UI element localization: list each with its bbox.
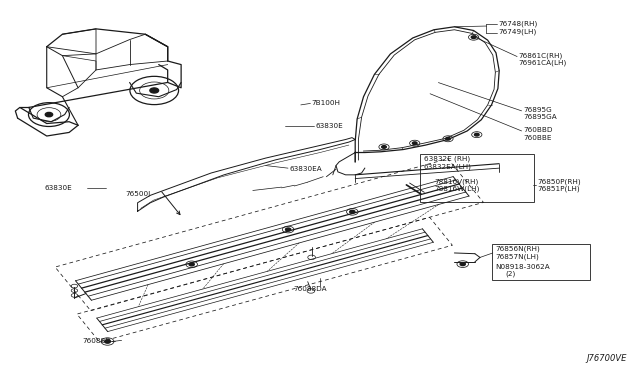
Text: 63830E: 63830E — [316, 124, 343, 129]
Text: 63830E: 63830E — [45, 185, 72, 191]
Text: 76895GA: 76895GA — [524, 114, 557, 120]
Text: 760BBE: 760BBE — [524, 135, 552, 141]
Text: 76895G: 76895G — [524, 107, 552, 113]
Text: 7B100H: 7B100H — [312, 100, 340, 106]
Circle shape — [150, 88, 159, 93]
Circle shape — [381, 145, 387, 148]
Text: 63832EA(LH): 63832EA(LH) — [424, 163, 472, 170]
Text: 76748(RH): 76748(RH) — [498, 21, 537, 28]
Text: N08918-3062A: N08918-3062A — [495, 264, 550, 270]
Circle shape — [474, 133, 479, 136]
Circle shape — [45, 112, 52, 117]
Text: J76700VE: J76700VE — [587, 354, 627, 363]
Text: 76500J: 76500J — [125, 191, 150, 197]
Text: 76088D: 76088D — [82, 338, 111, 344]
Circle shape — [105, 340, 111, 343]
Circle shape — [285, 228, 291, 231]
Text: 78816W(LH): 78816W(LH) — [434, 186, 479, 192]
Text: 76857N(LH): 76857N(LH) — [495, 253, 539, 260]
Text: 78816V(RH): 78816V(RH) — [434, 178, 478, 185]
Text: 63830EA: 63830EA — [290, 166, 323, 172]
Circle shape — [445, 137, 451, 140]
Text: (2): (2) — [506, 271, 516, 278]
Text: 76861C(RH): 76861C(RH) — [518, 52, 563, 59]
Circle shape — [460, 263, 465, 266]
Text: 76749(LH): 76749(LH) — [498, 28, 536, 35]
Text: 63832E (RH): 63832E (RH) — [424, 156, 470, 163]
Circle shape — [189, 263, 195, 266]
Circle shape — [412, 142, 417, 145]
Text: 760BBD: 760BBD — [524, 127, 553, 133]
Text: 76856N(RH): 76856N(RH) — [495, 246, 540, 253]
Circle shape — [349, 210, 355, 213]
Text: 76851P(LH): 76851P(LH) — [538, 186, 580, 192]
Text: 76088DA: 76088DA — [293, 286, 327, 292]
Text: 76850P(RH): 76850P(RH) — [538, 178, 581, 185]
Text: 76961CA(LH): 76961CA(LH) — [518, 60, 566, 67]
Circle shape — [471, 36, 476, 39]
